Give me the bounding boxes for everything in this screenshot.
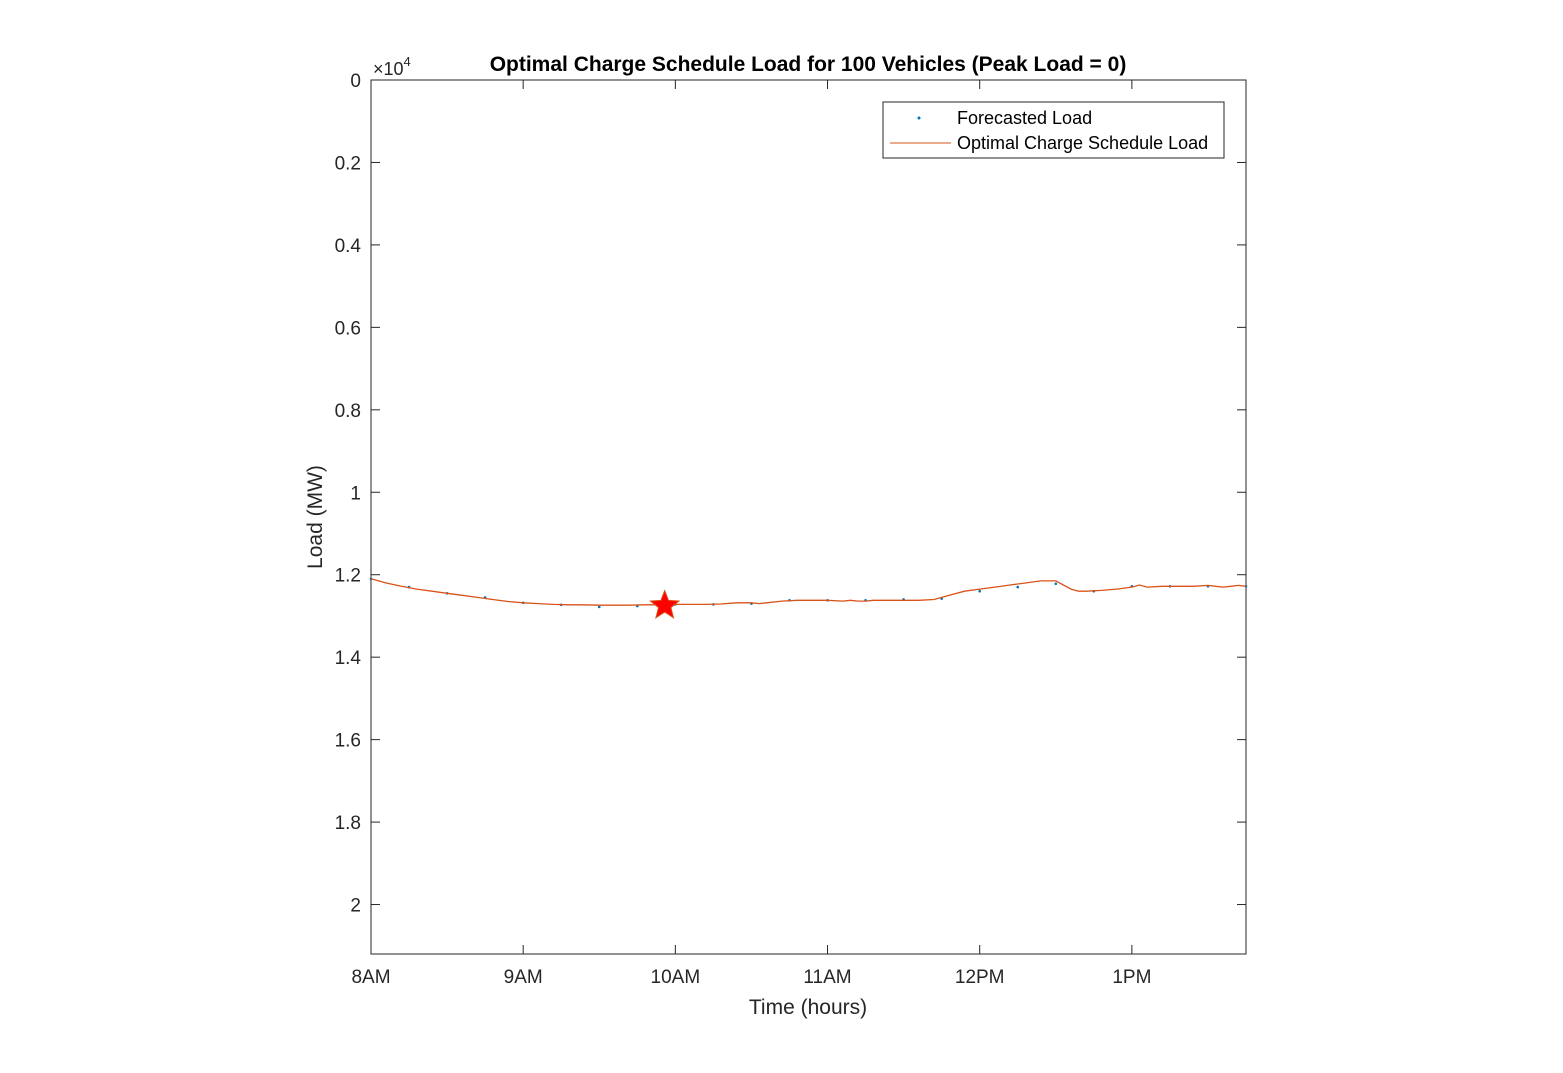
y-tick-label: 0.8 (335, 401, 361, 422)
series-point-forecasted-load (597, 605, 601, 609)
x-tick-label: 8AM (351, 967, 390, 988)
y-axis-label: Load (MW) (304, 465, 327, 569)
y-tick-label: 1.6 (335, 731, 361, 752)
series-point-forecasted-load (1054, 582, 1058, 586)
x-tick-label: 12PM (955, 967, 1005, 988)
legend-marker-forecasted-load (917, 116, 921, 120)
legend-label-optimal-load: Optimal Charge Schedule Load (957, 133, 1208, 153)
y-multiplier-exponent: 4 (404, 54, 411, 69)
y-tick-label: 2 (350, 896, 361, 917)
chart-title: Optimal Charge Schedule Load for 100 Veh… (490, 53, 1127, 76)
y-tick-label: 1.8 (335, 813, 361, 834)
y-tick-label: 1 (350, 483, 361, 504)
y-tick-label: 1.2 (335, 566, 361, 587)
y-tick-label: 0 (350, 71, 361, 92)
series-layer (369, 577, 1248, 609)
x-tick-label: 9AM (504, 967, 543, 988)
legend[interactable]: Forecasted Load Optimal Charge Schedule … (882, 101, 1225, 159)
y-tick-label: 0.2 (335, 153, 361, 174)
y-tick-label: 1.4 (335, 648, 362, 669)
y-tick-label: 0.6 (335, 318, 361, 339)
y-multiplier-base: ×10 (373, 59, 404, 79)
y-tick-label: 0.4 (335, 236, 362, 257)
svg-text:×104: ×104 (373, 54, 411, 79)
series-point-forecasted-load (1016, 585, 1020, 589)
y-multiplier: ×104 (373, 54, 411, 79)
series-point-forecasted-load (978, 589, 981, 593)
plot-area: 8AM 9AM 10AM 11AM 12PM 1PM 0 0.2 0.4 0.6 0.8 1 1.2 1… (335, 71, 1248, 988)
x-axis-ticks: 8AM 9AM 10AM 11AM 12PM 1PM (351, 80, 1151, 988)
x-tick-label: 1PM (1112, 967, 1151, 988)
legend-box (882, 101, 1225, 159)
annotation-layer (649, 589, 681, 619)
x-tick-label: 11AM (803, 967, 851, 988)
x-tick-label: 10AM (651, 967, 701, 988)
x-axis-label: Time (hours) (749, 996, 867, 1019)
series-line-optimal-charge-schedule-load (370, 578, 1247, 606)
star-marker-icon (649, 589, 681, 619)
legend-label-forecasted-load: Forecasted Load (957, 108, 1092, 128)
y-axis-ticks: 0 0.2 0.4 0.6 0.8 1 1.2 1.4 1.6 1.8 2 (335, 71, 1246, 917)
axes-box (370, 79, 1247, 955)
